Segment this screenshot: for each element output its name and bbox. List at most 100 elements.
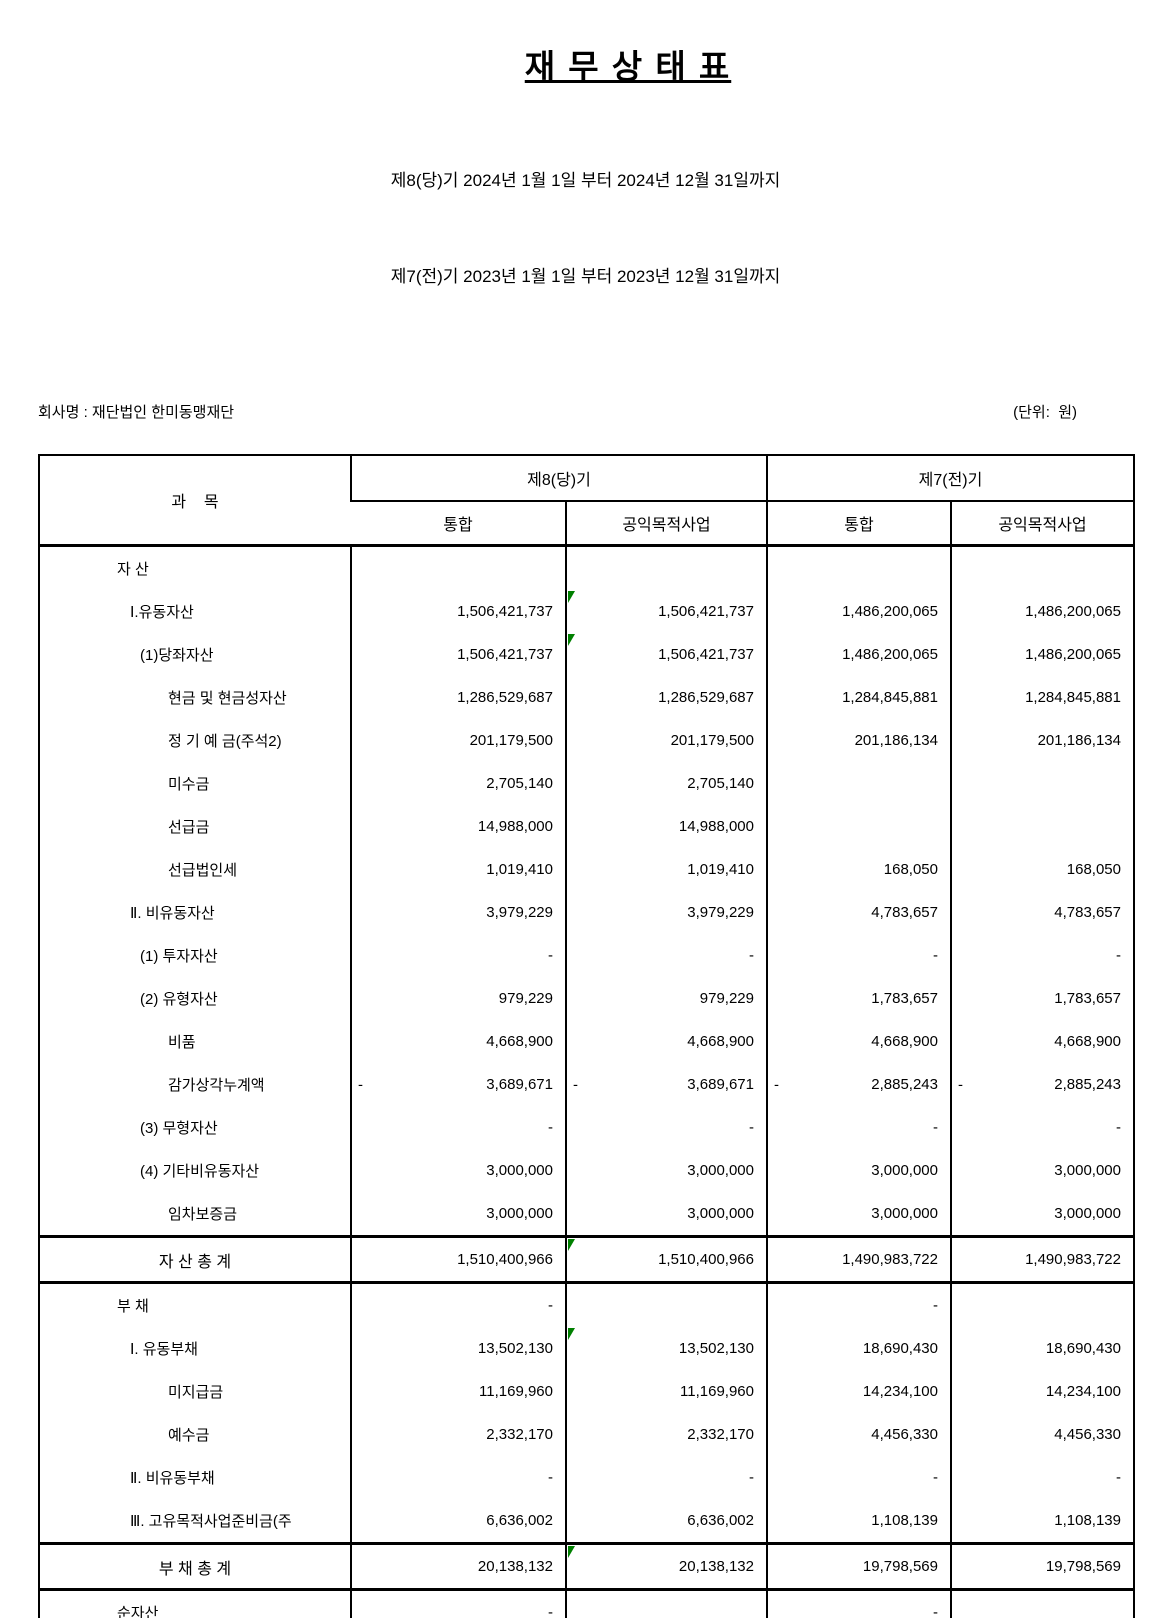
cell-value: 1,019,410 bbox=[687, 861, 754, 878]
value-cell: 14,234,100 bbox=[766, 1370, 951, 1413]
cell-value: - bbox=[933, 1604, 938, 1618]
cell-flag-triangle-icon bbox=[568, 1239, 575, 1251]
cell-value: 4,456,330 bbox=[871, 1426, 938, 1443]
table-row: 예수금 2,332,170 2,332,170 4,456,330 4,456,330 bbox=[39, 1413, 1134, 1456]
account-label: 예수금 bbox=[168, 1427, 210, 1444]
unit-label: (단위: 원) bbox=[1013, 404, 1077, 421]
value-cell: 2,332,170 bbox=[565, 1413, 767, 1456]
account-label: (1) 투자자산 bbox=[140, 948, 218, 965]
cell-flag-triangle-icon bbox=[568, 591, 575, 603]
account-label: Ⅰ. 유동부채 bbox=[130, 1341, 198, 1358]
table-row: 임차보증금 3,000,000 3,000,000 3,000,000 3,000,00… bbox=[39, 1192, 1134, 1237]
account-label: 순자산 bbox=[117, 1605, 159, 1618]
cell-value: 2,705,140 bbox=[486, 775, 553, 792]
account-label: Ⅱ. 비유동부채 bbox=[130, 1470, 215, 1487]
cell-value: 1,510,400,966 bbox=[658, 1251, 754, 1268]
account-label: (1)당좌자산 bbox=[140, 647, 214, 664]
cell-value: 201,179,500 bbox=[670, 732, 754, 749]
cell-value: - bbox=[933, 947, 938, 964]
value-cell: 2,332,170 bbox=[350, 1413, 566, 1456]
value-cell: 1,286,529,687 bbox=[565, 676, 767, 719]
value-cell: 1,506,421,737 bbox=[350, 633, 566, 676]
value-cell bbox=[950, 1589, 1134, 1618]
value-cell: 2,705,140 bbox=[350, 762, 566, 805]
value-cell: 1,286,529,687 bbox=[350, 676, 566, 719]
table-row: 부 채-- bbox=[39, 1282, 1134, 1327]
cell-value: 1,506,421,737 bbox=[658, 646, 754, 663]
value-cell: 19,798,569 bbox=[766, 1542, 951, 1591]
cell-value: 2,885,243 bbox=[871, 1076, 938, 1093]
cell-value: 1,284,845,881 bbox=[842, 689, 938, 706]
cell-value: 1,510,400,966 bbox=[457, 1251, 553, 1268]
value-cell: - bbox=[565, 934, 767, 977]
value-cell: - bbox=[766, 1589, 951, 1618]
value-cell: 201,186,134 bbox=[950, 719, 1134, 762]
table-row: (1) 투자자산 - - - - bbox=[39, 934, 1134, 977]
cell-value: 3,000,000 bbox=[486, 1205, 553, 1222]
reporting-periods: 제8(당)기 2024년 1월 1일 부터 2024년 12월 31일까지 제7… bbox=[0, 101, 1171, 357]
value-cell: - bbox=[766, 934, 951, 977]
value-cell: 1,108,139 bbox=[950, 1499, 1134, 1544]
value-cell: 201,179,500 bbox=[350, 719, 566, 762]
value-cell: 1,284,845,881 bbox=[766, 676, 951, 719]
cell-value: - bbox=[1116, 1469, 1121, 1486]
value-cell: - bbox=[350, 934, 566, 977]
total-row: 자 산 총 계 1,510,400,966 1,510,400,966 1,490,9… bbox=[39, 1235, 1134, 1284]
value-cell: 201,186,134 bbox=[766, 719, 951, 762]
negative-minus-sign: - bbox=[958, 1076, 963, 1093]
value-cell: 11,169,960 bbox=[350, 1370, 566, 1413]
value-cell: - bbox=[565, 1456, 767, 1499]
cell-value: 168,050 bbox=[1066, 861, 1121, 878]
value-cell: 20,138,132 bbox=[565, 1542, 767, 1591]
cell-value: 4,668,900 bbox=[871, 1033, 938, 1050]
value-cell: - 3,689,671 bbox=[565, 1063, 767, 1106]
table-row: 자 산 bbox=[39, 545, 1134, 590]
meta-row: 회사명 : 재단법인 한미동맹재단 (단위: 원) bbox=[38, 401, 1133, 422]
cell-value: 4,783,657 bbox=[871, 904, 938, 921]
account-label: (2) 유형자산 bbox=[140, 991, 218, 1008]
value-cell: 3,979,229 bbox=[350, 891, 566, 934]
account-label: (3) 무형자산 bbox=[140, 1120, 218, 1137]
value-cell: - bbox=[350, 1456, 566, 1499]
value-cell: 979,229 bbox=[565, 977, 767, 1020]
account-label: 감가상각누계액 bbox=[168, 1077, 265, 1094]
cell-value: 979,229 bbox=[498, 990, 553, 1007]
value-cell: 4,668,900 bbox=[766, 1020, 951, 1063]
value-cell: 13,502,130 bbox=[350, 1327, 566, 1370]
cell-value: 1,486,200,065 bbox=[1025, 646, 1121, 663]
value-cell: 4,668,900 bbox=[350, 1020, 566, 1063]
value-cell: 3,000,000 bbox=[950, 1192, 1134, 1237]
value-cell: 3,000,000 bbox=[950, 1149, 1134, 1192]
cell-value: 3,689,671 bbox=[486, 1076, 553, 1093]
column-group-current-period: 제8(당)기 bbox=[350, 455, 767, 502]
cell-value: - bbox=[933, 1297, 938, 1314]
table-header: 과 목 제8(당)기 제7(전)기 통합 공익목적사업 통합 공익목적사업 bbox=[39, 455, 1134, 547]
cell-value: 2,705,140 bbox=[687, 775, 754, 792]
value-cell: - bbox=[565, 1106, 767, 1149]
cell-value: 4,668,900 bbox=[1054, 1033, 1121, 1050]
table-row: 미수금 2,705,140 2,705,140 bbox=[39, 762, 1134, 805]
cell-value: 11,169,960 bbox=[680, 1383, 754, 1400]
account-label: 정 기 예 금(주석2) bbox=[168, 733, 282, 750]
cell-value: 11,169,960 bbox=[479, 1383, 553, 1400]
table-row: (2) 유형자산 979,229 979,229 1,783,657 1,783,657 bbox=[39, 977, 1134, 1020]
value-cell: 4,456,330 bbox=[766, 1413, 951, 1456]
table-row: (1)당좌자산 1,506,421,737 1,506,421,737 1,486,2… bbox=[39, 633, 1134, 676]
subheader-consolidated-current: 통합 bbox=[351, 501, 566, 547]
value-cell: 6,636,002 bbox=[350, 1499, 566, 1544]
cell-value: 13,502,130 bbox=[477, 1340, 553, 1357]
table-row: Ⅰ.유동자산 1,506,421,737 1,506,421,737 1,486,20… bbox=[39, 590, 1134, 633]
cell-value: 3,979,229 bbox=[687, 904, 754, 921]
period-line-prior: 제7(전)기 2023년 1월 1일 부터 2023년 12월 31일까지 bbox=[390, 267, 781, 286]
cell-flag-triangle-icon bbox=[568, 1546, 575, 1558]
account-label: 부 채 bbox=[117, 1298, 149, 1315]
cell-value: 201,179,500 bbox=[469, 732, 553, 749]
cell-value: 1,506,421,737 bbox=[457, 646, 553, 663]
account-label: 선급법인세 bbox=[168, 862, 238, 879]
value-cell: 1,783,657 bbox=[950, 977, 1134, 1020]
cell-value: 3,000,000 bbox=[871, 1205, 938, 1222]
value-cell bbox=[950, 762, 1134, 805]
cell-value: 1,108,139 bbox=[871, 1512, 938, 1529]
value-cell: 1,490,983,722 bbox=[766, 1235, 951, 1284]
value-cell: 14,234,100 bbox=[950, 1370, 1134, 1413]
